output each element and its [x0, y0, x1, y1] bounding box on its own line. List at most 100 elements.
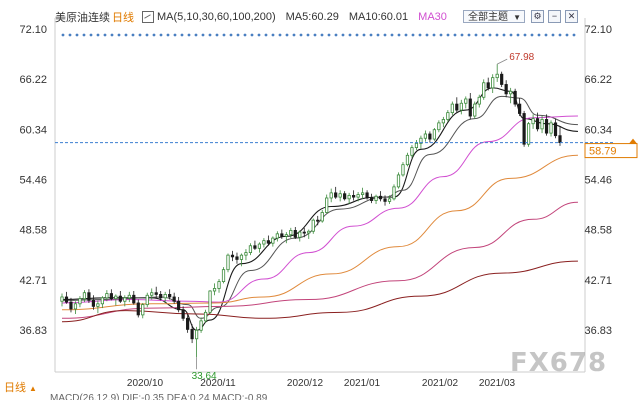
candle-body: [518, 103, 522, 114]
candle-body: [437, 122, 441, 131]
x-tick-label: 2020/12: [287, 378, 324, 389]
candle-body: [190, 329, 194, 340]
candle-body: [163, 294, 167, 299]
current-price-label: 58.79: [589, 146, 617, 158]
candle-body: [217, 281, 221, 289]
y-tick-label-right: 72.10: [584, 24, 612, 36]
toolbar-dot-marker: [425, 33, 429, 37]
candle-body: [500, 73, 504, 85]
toolbar-dot-marker: [68, 33, 72, 37]
toolbar-dot-marker: [89, 33, 93, 37]
toolbar-dot-marker: [411, 33, 415, 37]
toolbar-dot-marker: [138, 33, 142, 37]
y-tick-label-right: 54.46: [584, 175, 612, 187]
toolbar-dot-marker: [376, 33, 380, 37]
toolbar-dot-marker: [271, 33, 275, 37]
ma-settings-icon[interactable]: [142, 11, 154, 23]
toolbar-dot-marker: [264, 33, 268, 37]
candle-body: [253, 245, 257, 249]
candle-body: [396, 174, 401, 188]
candle-body: [325, 197, 329, 213]
toolbar-dot-marker: [75, 33, 79, 37]
candle-body: [316, 219, 320, 222]
candle-body: [491, 77, 495, 89]
toolbar-dot-marker: [334, 33, 338, 37]
candle-body: [208, 290, 212, 313]
low-price-label: 33.64: [192, 371, 217, 382]
candle-body: [347, 195, 351, 200]
candle-body: [378, 195, 383, 200]
ma-line-ma100: [61, 201, 578, 319]
candle-body: [369, 197, 374, 201]
y-tick-label-left: 60.34: [19, 124, 47, 136]
header-period[interactable]: 日线: [112, 12, 134, 24]
candle-body: [338, 193, 342, 198]
toolbar-dot-marker: [222, 33, 226, 37]
candle-body: [284, 234, 288, 237]
toolbar-dot-marker: [453, 33, 457, 37]
candle-body: [248, 245, 253, 253]
candle-body: [60, 296, 64, 302]
candle-body: [423, 133, 428, 139]
candle-body: [360, 192, 365, 195]
settings-icon[interactable]: ⚙: [531, 10, 544, 23]
toolbar-dot-marker: [369, 33, 373, 37]
symbol-name: 美原油连续: [55, 12, 110, 24]
candle-body: [392, 186, 396, 200]
toolbar-dot-marker: [215, 33, 219, 37]
candle-body: [365, 192, 369, 199]
candle-body: [405, 154, 410, 166]
candle-body: [235, 256, 239, 260]
candle-body: [127, 294, 131, 299]
ma-line-ma60: [61, 154, 578, 311]
footer-period-selector[interactable]: 日线 ▲: [4, 379, 37, 395]
candle-body: [87, 292, 91, 301]
candle-body: [513, 90, 517, 105]
toolbar-dot-marker: [467, 33, 471, 37]
toolbar-dot-marker: [257, 33, 261, 37]
current-price-box: [584, 143, 638, 159]
toolbar-dot-marker: [509, 33, 513, 37]
ma-line-ma10: [61, 95, 578, 319]
y-tick-label-right: 60.34: [584, 124, 612, 136]
candle-body: [186, 317, 190, 330]
toolbar-dot-marker: [439, 33, 443, 37]
toolbar-dot-marker: [432, 33, 436, 37]
toolbar-dot-marker: [551, 33, 555, 37]
candle-body: [455, 103, 459, 111]
toolbar-dot-marker: [166, 33, 170, 37]
toolbar-dot-marker: [243, 33, 247, 37]
candle-body: [123, 297, 127, 302]
toolbar-dot-marker: [152, 33, 156, 37]
theme-dropdown[interactable]: 全部主题 ▼: [463, 10, 525, 23]
candle-body: [136, 302, 140, 316]
y-tick-label-left: 48.58: [19, 225, 47, 237]
candle-body: [549, 122, 553, 134]
candle-body: [244, 252, 248, 256]
candle-body: [495, 73, 499, 79]
candle-body: [257, 243, 262, 249]
toolbar-dot-marker: [572, 33, 576, 37]
ma-line-ma5: [61, 87, 578, 331]
toolbar-dot-marker: [341, 33, 345, 37]
candle-body: [526, 123, 531, 145]
close-icon[interactable]: ✕: [565, 10, 578, 23]
candle-body: [558, 135, 562, 143]
candle-body: [374, 195, 378, 201]
toolbar-dot-marker: [404, 33, 408, 37]
toolbar-dot-marker: [285, 33, 289, 37]
y-tick-label-right: 42.71: [584, 275, 612, 287]
ma-config[interactable]: MA(5,10,30,60,100,200): [157, 11, 276, 23]
toolbar-dot-marker: [229, 33, 233, 37]
candle-body: [419, 137, 423, 144]
ma5-value: MA5:60.29: [285, 11, 339, 23]
candle-body: [343, 193, 347, 200]
toolbar-dot-marker: [173, 33, 177, 37]
candle-body: [181, 309, 185, 319]
candle-body: [450, 103, 454, 114]
y-tick-label-right: 66.22: [584, 74, 612, 86]
toolbar-dot-marker: [327, 33, 331, 37]
minus-icon[interactable]: −: [548, 10, 561, 23]
candle-body: [275, 233, 279, 239]
